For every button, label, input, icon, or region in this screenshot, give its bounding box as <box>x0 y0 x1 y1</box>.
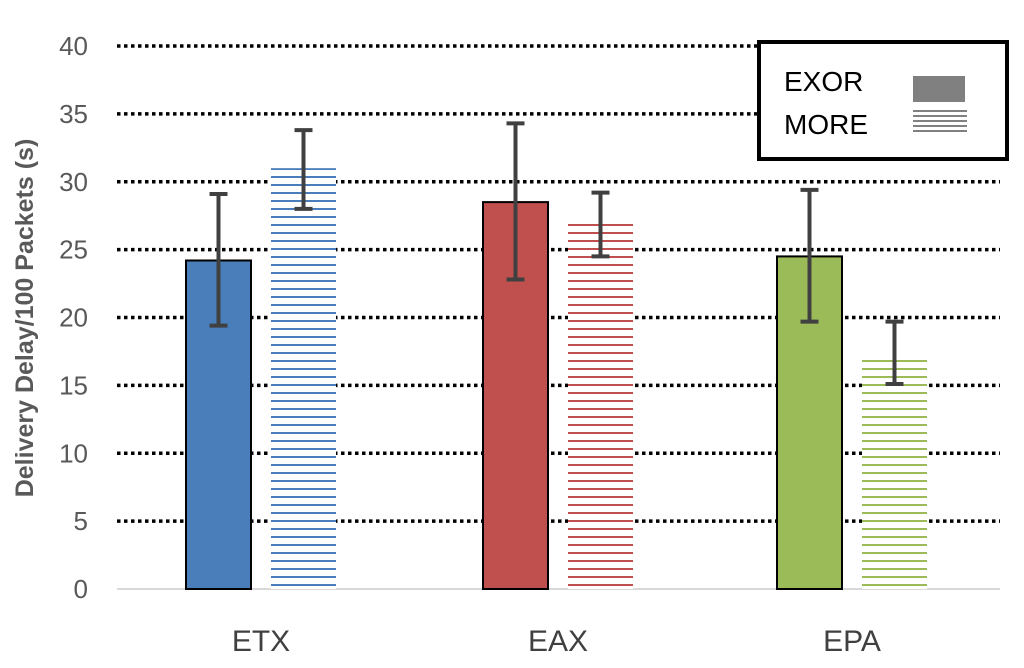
x-tick-label-epa: EPA <box>823 625 881 658</box>
x-tick-labels: ETX EAX EPA <box>232 625 881 658</box>
bar-more-etx <box>271 168 336 590</box>
y-axis-title: Delivery Delay/100 Packets (s) <box>11 139 39 498</box>
error-bar-more-eax <box>591 190 610 259</box>
legend-box <box>757 40 1009 161</box>
y-tick-label: 20 <box>59 303 88 333</box>
y-tick-label: 40 <box>59 31 88 61</box>
y-tick-label: 35 <box>59 99 88 129</box>
y-tick-label: 30 <box>59 167 88 197</box>
x-tick-label-eax: EAX <box>528 625 588 658</box>
error-bar-exor-etx <box>209 191 228 328</box>
y-tick-label: 25 <box>59 235 88 265</box>
error-bar-exor-epa <box>800 187 819 324</box>
bar-more-epa <box>862 355 927 589</box>
legend: EXOR MORE <box>757 40 1009 161</box>
legend-label-more: MORE <box>784 109 868 140</box>
legend-swatch-more <box>913 110 967 135</box>
y-tick-label: 15 <box>59 370 88 400</box>
legend-swatch-exor <box>913 76 965 102</box>
error-bar-exor-eax <box>506 121 525 282</box>
y-tick-label: 0 <box>74 574 88 604</box>
legend-label-exor: EXOR <box>784 66 863 97</box>
error-bar-more-etx <box>294 128 313 211</box>
y-tick-label: 5 <box>74 506 88 536</box>
error-bars <box>209 121 904 387</box>
error-bar-more-epa <box>885 319 904 387</box>
x-tick-label-etx: ETX <box>232 625 290 658</box>
grid-lines <box>117 44 1000 590</box>
bars <box>185 168 927 591</box>
y-tick-labels: 0 5 10 15 20 25 30 35 40 <box>59 31 88 604</box>
bar-more-eax <box>568 222 633 589</box>
y-tick-label: 10 <box>59 438 88 468</box>
